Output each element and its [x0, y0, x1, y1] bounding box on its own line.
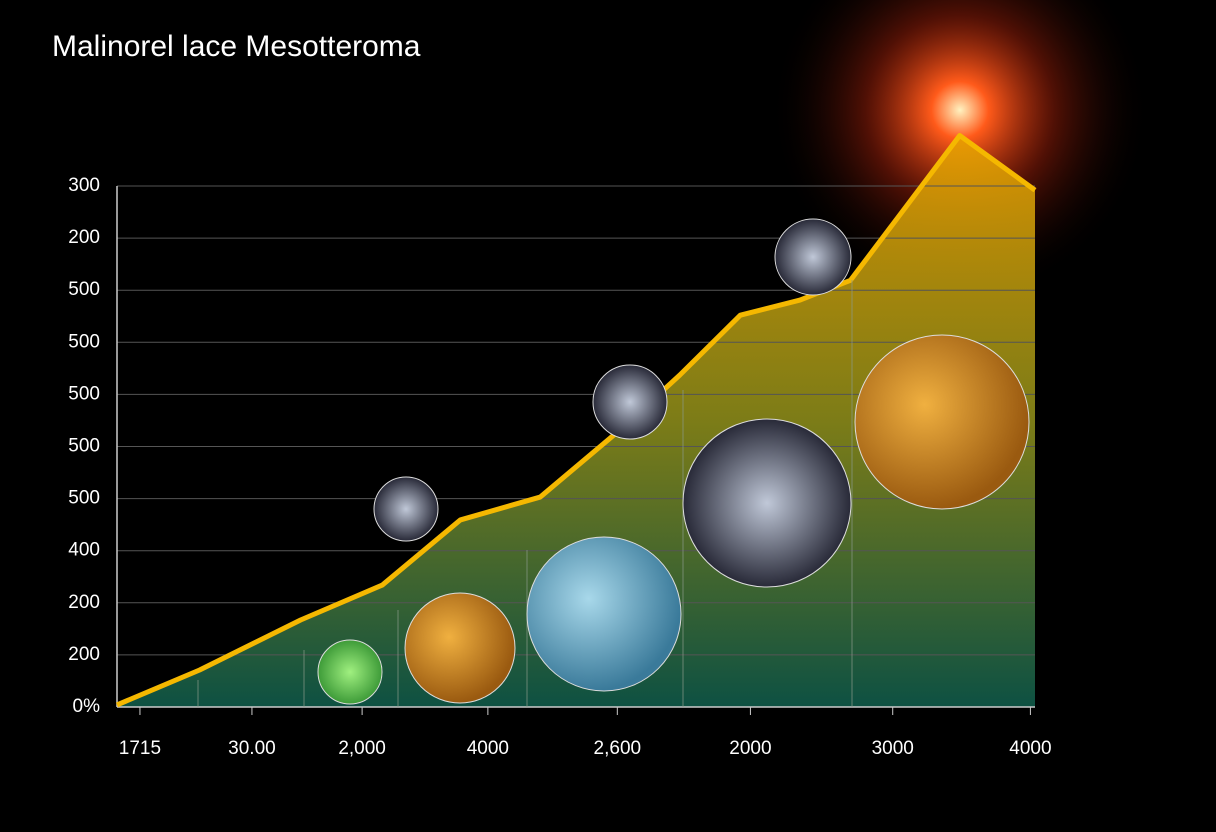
y-tick-label: 200 [68, 227, 100, 248]
y-tick-label: 500 [68, 279, 100, 300]
y-tick-label: 200 [68, 592, 100, 613]
y-tick-label: 500 [68, 331, 100, 352]
y-tick-label: 500 [68, 436, 100, 457]
decor [197, 218, 1030, 707]
y-tick-label: 300 [68, 175, 100, 196]
x-tick-label: 2,600 [594, 738, 642, 759]
x-tick-label: 3000 [872, 738, 914, 759]
x-tick-label: 4000 [1009, 738, 1051, 759]
x-tick-label: 1715 [119, 738, 161, 759]
x-tick-label: 4000 [467, 738, 509, 759]
y-tick-label: 500 [68, 488, 100, 509]
x-tick-label: 30.00 [228, 738, 276, 759]
y-tick-label: 0% [73, 696, 101, 717]
x-tick-label: 2,000 [338, 738, 386, 759]
chart-title: Malinorel lace Mesotteroma [52, 30, 421, 63]
y-tick-label: 500 [68, 383, 100, 404]
y-tick-label: 200 [68, 644, 100, 665]
x-tick-label: 2000 [729, 738, 771, 759]
y-tick-label: 400 [68, 540, 100, 561]
